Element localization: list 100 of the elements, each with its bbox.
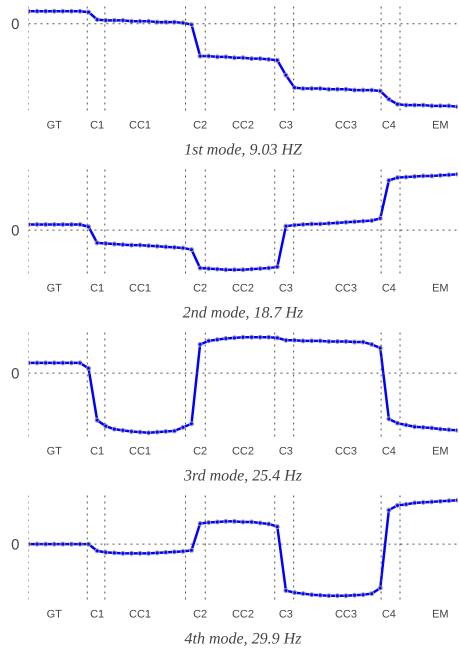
point — [128, 550, 134, 556]
point — [420, 173, 426, 178]
point — [223, 336, 228, 341]
point — [394, 175, 400, 180]
x-tick-label: C1 — [90, 282, 104, 294]
point — [386, 178, 392, 183]
point — [120, 242, 126, 248]
x-tick-label: CC2 — [232, 120, 254, 132]
point — [249, 266, 254, 272]
point — [206, 266, 212, 272]
point — [240, 55, 246, 60]
point — [34, 8, 40, 14]
point — [60, 8, 66, 14]
point — [258, 520, 263, 526]
point — [206, 338, 212, 344]
point — [274, 58, 280, 63]
text: 1st mode, 9.03 HZ — [184, 142, 303, 158]
point — [163, 550, 168, 555]
point — [412, 500, 418, 506]
point — [86, 366, 92, 371]
x-tick-label: EM — [432, 282, 449, 294]
point — [249, 519, 254, 524]
point — [309, 86, 314, 91]
point — [386, 508, 392, 513]
point — [43, 8, 48, 14]
point — [94, 548, 100, 554]
point — [334, 86, 340, 92]
point — [94, 240, 100, 246]
point — [103, 424, 108, 429]
point — [343, 338, 348, 344]
point — [429, 103, 434, 108]
point — [180, 20, 186, 26]
point — [309, 338, 314, 344]
point — [198, 54, 203, 59]
point — [240, 267, 246, 272]
point — [120, 428, 126, 433]
point — [420, 500, 426, 505]
point — [309, 592, 314, 598]
point — [198, 342, 203, 347]
point — [369, 88, 374, 93]
point — [232, 55, 237, 60]
point — [120, 550, 126, 556]
point — [360, 218, 366, 224]
point — [438, 498, 443, 504]
point — [189, 548, 194, 553]
point — [274, 524, 280, 530]
x-tick-label: EM — [432, 608, 449, 620]
point — [386, 416, 392, 422]
point — [34, 222, 40, 228]
point — [180, 424, 186, 430]
point — [266, 56, 272, 62]
point — [369, 591, 374, 596]
point — [394, 420, 400, 426]
point — [360, 340, 366, 345]
point — [172, 549, 177, 554]
point — [52, 222, 57, 228]
point — [103, 18, 108, 23]
point — [292, 338, 297, 343]
point — [240, 334, 246, 340]
x-tick-label: C1 — [90, 446, 104, 458]
point — [154, 244, 160, 249]
point — [412, 424, 418, 430]
ref-line-label: 0 — [11, 222, 20, 240]
x-tick-label: C3 — [278, 608, 293, 620]
x-tick-label: C3 — [278, 446, 293, 458]
point — [163, 244, 168, 250]
point — [146, 243, 152, 248]
ref-line-label: 0 — [11, 536, 20, 554]
point — [360, 592, 366, 598]
x-tick-label: EM — [432, 446, 449, 458]
point — [412, 174, 418, 179]
point — [223, 518, 228, 524]
x-tick-label: C3 — [278, 120, 293, 132]
point — [43, 542, 48, 547]
point — [318, 221, 323, 226]
point — [300, 86, 306, 91]
point — [283, 338, 288, 343]
point — [146, 18, 152, 24]
x-tick-label: CC2 — [232, 446, 254, 458]
point — [429, 173, 434, 178]
point — [420, 102, 426, 108]
point — [292, 85, 297, 90]
point — [103, 550, 108, 555]
point — [172, 244, 177, 250]
point — [309, 221, 314, 226]
point — [369, 342, 374, 347]
point — [300, 222, 306, 228]
point — [52, 8, 57, 14]
point — [343, 593, 348, 598]
point — [369, 218, 374, 224]
point — [404, 174, 409, 180]
point — [77, 542, 82, 547]
x-tick-label: CC1 — [129, 282, 152, 294]
point — [198, 266, 203, 271]
x-tick-label: C4 — [382, 608, 396, 620]
point — [68, 360, 74, 366]
x-tick-label: EM — [432, 120, 449, 132]
x-tick-label: C2 — [193, 282, 208, 294]
point — [318, 338, 323, 344]
point — [94, 17, 100, 22]
